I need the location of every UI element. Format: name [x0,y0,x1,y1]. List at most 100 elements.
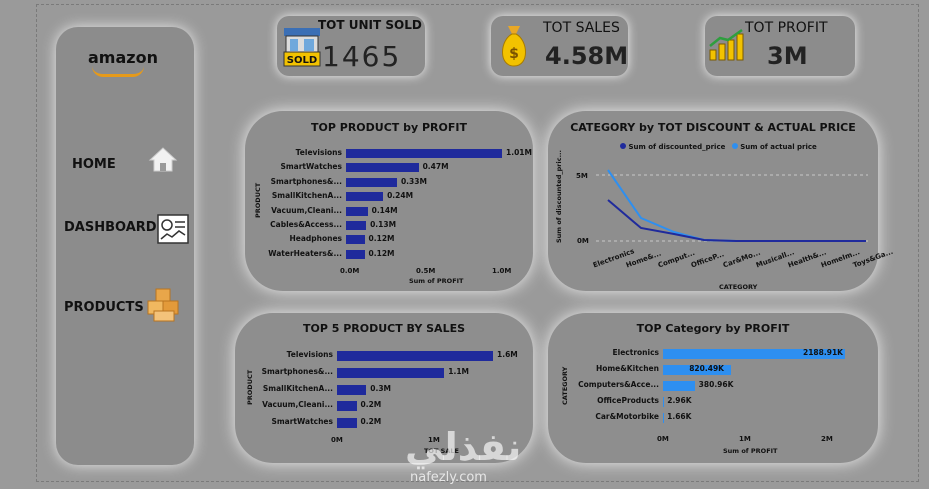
series-discounted-line [607,199,866,242]
bar [663,413,664,423]
bar-label: Computers&Acce... [578,380,659,389]
bar-value: 0.24M [387,191,414,201]
bar-value: 0.3M [370,383,391,393]
profit-coins-icon [709,28,744,61]
amazon-smile-icon [92,66,144,77]
bar-label: Headphones [289,234,342,244]
top5-xlabel: TOT SALE [424,447,459,455]
bar [346,163,419,173]
nav-dashboard[interactable]: DASHBOARD [64,220,157,235]
bar [346,206,368,216]
kpi-profit-title: TOT PROFIT [745,20,828,36]
bar-label: Cables&Access... [270,220,342,229]
bar-value: 2188.91K [803,348,843,357]
bar-value: 1.01M [506,148,532,157]
bar-value: 0.14M [371,205,398,215]
legend-discounted: Sum of discounted_price [628,143,726,151]
bar-value: 820.49K [689,364,724,373]
home-icon[interactable] [148,145,178,173]
bar [346,249,365,259]
bar-value: 0.47M [422,162,449,172]
bar-label: Home&Kitchen [595,364,659,373]
bar [346,192,384,202]
bar-value: 0.2M [360,417,382,427]
top5-title: TOP 5 PRODUCT BY SALES [302,322,466,335]
sidebar [56,27,194,465]
bar-label: Car&Motorbike [595,412,659,421]
watermark-url: nafezly.com [410,470,487,485]
category-line-ylabel: Sum of discounted_pric... [555,150,563,243]
x-tick: 1M [739,435,751,443]
x-tick: 2M [821,435,833,443]
top-product-xlabel: Sum of PROFIT [409,277,464,285]
legend-actual: Sum of actual price [740,143,817,151]
top-category-xlabel: Sum of PROFIT [723,447,778,455]
bar [346,235,365,245]
bar [663,397,664,407]
bar-label: Electronics [612,348,659,357]
x-tick: 0.5M [416,267,436,275]
bar [663,365,732,375]
top-category-card: TOP Category by PROFIT [548,313,878,463]
category-line-ytick-0m: 0M [577,237,589,245]
top5-card: TOP 5 PRODUCT BY SALES [235,313,533,463]
top-product-title: TOP PRODUCT by PROFIT [311,121,467,134]
kpi-sales-value: 4.58M [545,42,629,70]
bar [337,384,367,395]
kpi-profit-value: 3M [767,42,808,70]
top-category-ylabel: CATEGORY [561,366,569,405]
bar-label: Televisions [286,350,333,359]
x-tick: 0M [657,435,669,443]
x-tick: 0M [331,436,343,444]
bar-label: SmartWatches [271,417,333,427]
bar-value: 0.12M [368,234,395,244]
bar [337,418,357,429]
bar [337,351,493,361]
bar-value: 2.96K [667,396,692,405]
bar [337,367,445,378]
bar-value: 1.6M [497,350,518,359]
boxes-icon[interactable] [146,287,182,323]
bar [346,149,502,158]
bar-label: OfficeProducts [597,396,659,405]
svg-text:$: $ [509,46,519,62]
bar [337,401,357,412]
bar-label: Vacuum,Cleani... [271,205,342,215]
bar-value: 0.33M [400,176,427,186]
watermark-logo: نفذلي [405,425,522,469]
x-tick: 1M [428,436,440,444]
kpi-sales-title: TOT SALES [543,20,620,36]
category-line-card: CATEGORY by TOT DISCOUNT & ACTUAL PRICE [548,111,878,291]
bar-value: 380.96K [698,380,734,389]
bar [663,381,695,391]
money-bag-icon: $ [502,26,526,67]
sold-shop-icon: SOLD [283,28,321,67]
top-category-title: TOP Category by PROFIT [636,322,790,335]
kpi-units-title: TOT UNIT SOLD [318,18,422,32]
svg-text:SOLD: SOLD [287,55,317,66]
top5-ylabel: PRODUCT [246,369,254,405]
bar-label: SmallKitchenA... [271,191,342,201]
bar-label: Televisions [295,148,342,157]
bar-value: 1.1M [448,366,469,376]
bar [663,349,845,359]
legend-dot-actual [731,143,738,149]
bar [346,177,397,187]
bar-label: SmallKitchenA... [262,383,333,393]
bar-value: 0.12M [368,248,395,258]
bar-label: WaterHeaters&... [268,248,342,258]
category-line-title: CATEGORY by TOT DISCOUNT & ACTUAL PRICE [570,121,856,134]
top-product-ylabel: PRODUCT [254,182,262,218]
bar-value: 1.66K [667,412,692,421]
dashboard-frame [36,4,919,482]
top-product-card: TOP PRODUCT by PROFIT [245,111,533,291]
bar-label: Smartphones&... [270,176,342,186]
nav-home[interactable]: HOME [72,157,116,172]
dashboard-icon[interactable] [157,214,189,244]
bar-label: Smartphones&... [261,366,333,376]
kpi-units-value: 1465 [322,40,402,73]
nav-products[interactable]: PRODUCTS [64,300,144,315]
bar-value: 0.2M [360,400,382,410]
category-line-plot [596,169,868,242]
bar [346,221,367,230]
